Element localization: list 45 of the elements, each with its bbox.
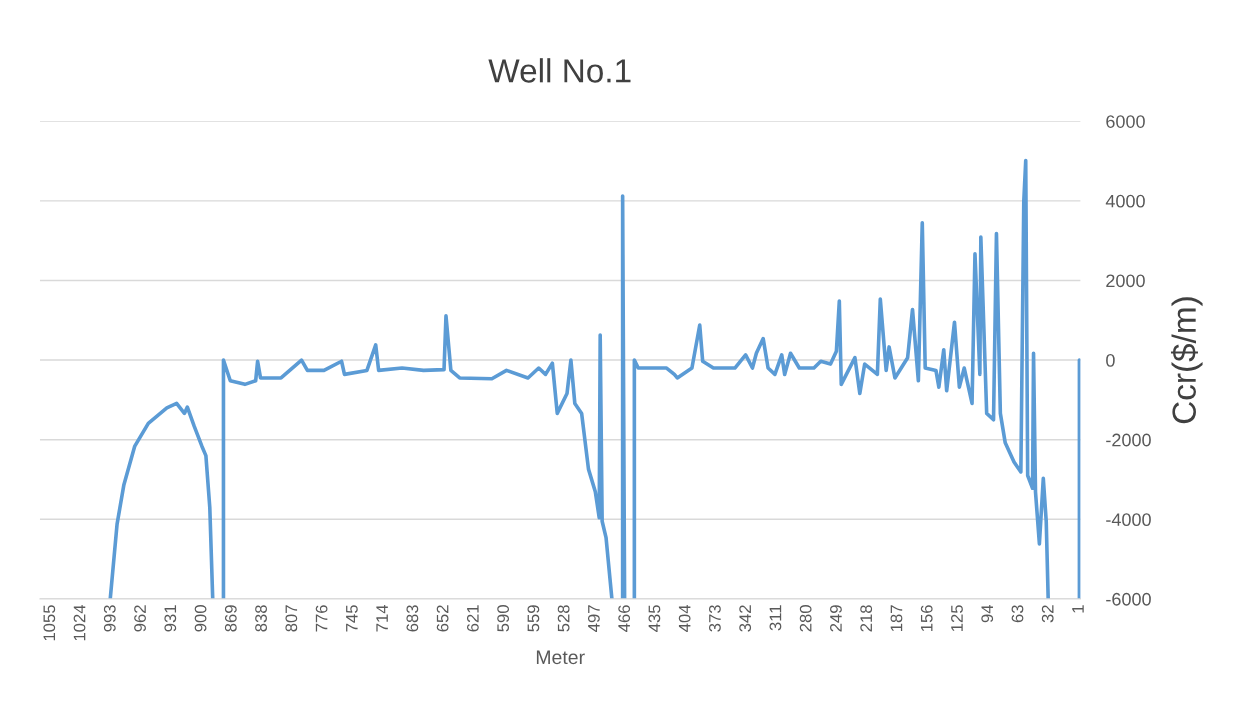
x-tick-label: 652 [436,605,449,632]
x-tick-label: 1 [1072,605,1084,613]
x-tick-label: 1055 [43,605,56,641]
x-tick-label: 497 [587,605,600,632]
y-axis-title: Ccr($/m) [1170,297,1203,424]
x-tick-label: 187 [890,605,903,632]
y-tick-label: 0 [1106,354,1115,367]
x-tick-label: 993 [103,605,116,632]
y-tick-label: -2000 [1106,433,1151,447]
x-tick-label: 311 [769,605,782,631]
y-tick-label: 4000 [1105,194,1145,208]
x-tick-label: 280 [799,605,812,632]
x-tick-label: 156 [920,605,933,632]
x-tick-label: 714 [376,604,388,632]
x-tick-label: 621 [466,605,479,632]
x-tick-label: 745 [346,605,358,632]
x-tick-label: 807 [285,605,298,632]
x-tick-label: 869 [224,605,237,632]
x-tick-label: 218 [860,605,873,632]
y-tick-label: -4000 [1106,513,1151,527]
y-tick-label: 2000 [1106,274,1145,288]
x-tick-label: 776 [315,605,328,632]
x-tick-label: 435 [648,605,661,632]
chart-title: Well No.1 [488,58,631,83]
x-tick-label: 528 [557,605,570,632]
x-tick-label: 590 [497,605,510,632]
x-tick-label: 838 [255,605,267,632]
x-tick-label: 94 [981,604,994,623]
x-tick-label: 32 [1041,605,1054,623]
x-tick-label: 900 [194,605,207,632]
x-tick-label: 559 [527,605,540,632]
y-tick-label: 6000 [1106,115,1145,128]
y-tick-label: -6000 [1106,592,1151,606]
x-tick-label: 404 [678,604,691,632]
x-tick-label: 125 [951,605,963,632]
x-axis-title: Meter [536,650,585,665]
x-tick-label: 931 [164,605,177,632]
x-tick-label: 1024 [73,604,86,641]
x-tick-label: 962 [134,605,146,632]
x-tick-label: 342 [739,605,752,632]
x-tick-label: 683 [406,605,419,632]
x-tick-label: 466 [618,605,631,632]
x-tick-label: 373 [709,605,721,632]
x-tick-label: 249 [830,605,842,632]
x-tick-label: 63 [1011,605,1024,623]
